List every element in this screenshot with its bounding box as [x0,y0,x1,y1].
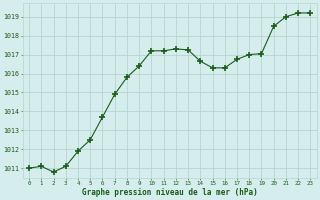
X-axis label: Graphe pression niveau de la mer (hPa): Graphe pression niveau de la mer (hPa) [82,188,258,197]
